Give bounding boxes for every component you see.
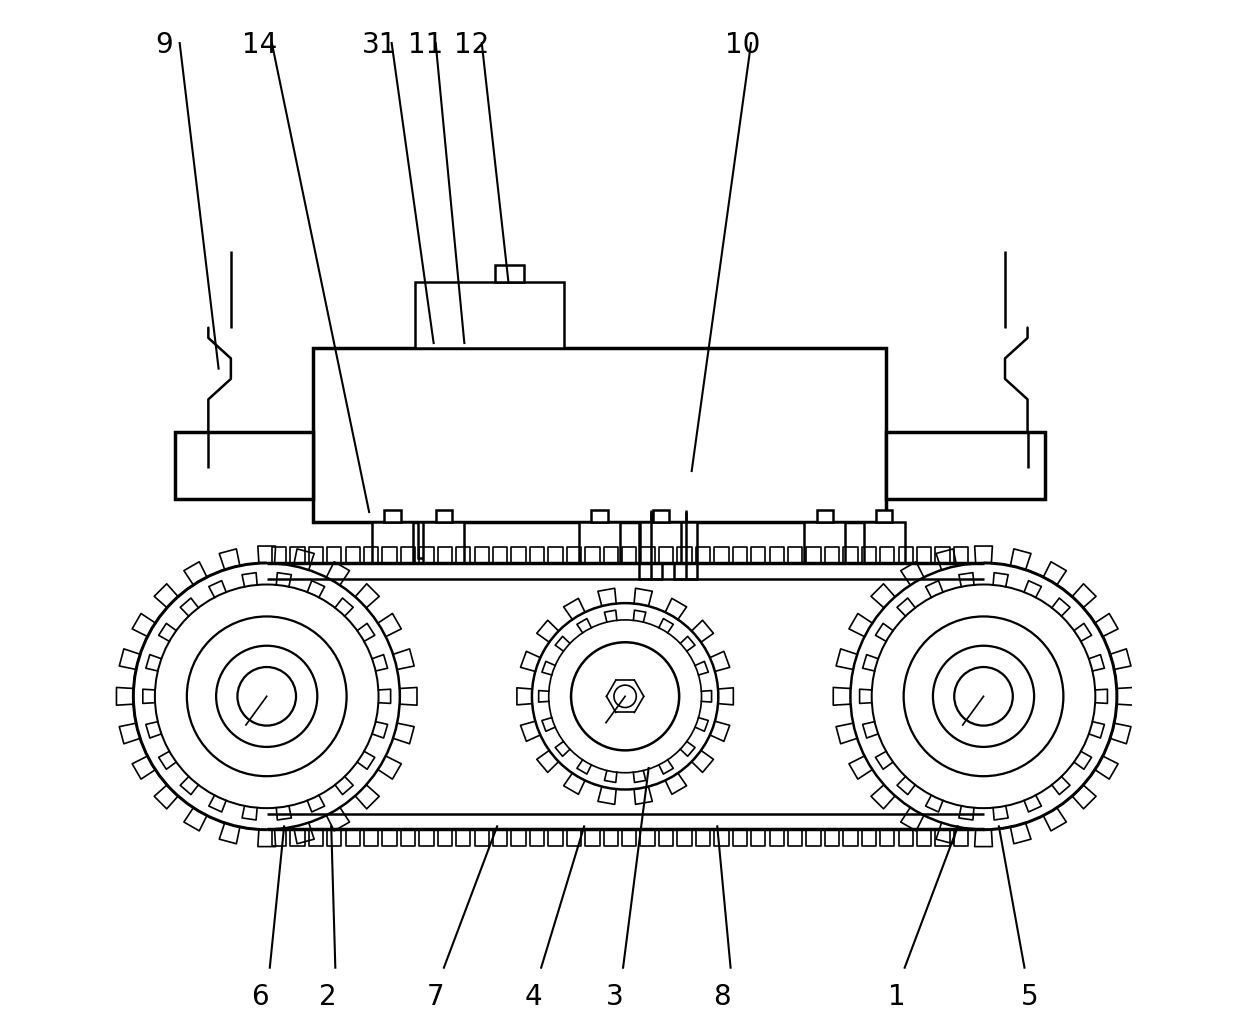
Circle shape bbox=[955, 667, 1013, 726]
Bar bbox=[591, 510, 608, 522]
Text: 1: 1 bbox=[888, 983, 905, 1011]
Text: 9: 9 bbox=[155, 31, 174, 58]
Circle shape bbox=[216, 646, 317, 746]
Bar bbox=[875, 510, 893, 522]
Text: 10: 10 bbox=[725, 31, 760, 58]
Bar bbox=[864, 522, 905, 563]
Bar bbox=[175, 432, 312, 499]
Bar bbox=[372, 522, 413, 563]
Text: 4: 4 bbox=[525, 983, 542, 1011]
Text: 11: 11 bbox=[408, 31, 443, 58]
Circle shape bbox=[851, 563, 1117, 829]
Circle shape bbox=[904, 616, 1064, 776]
Bar bbox=[805, 522, 846, 563]
Bar bbox=[418, 522, 446, 558]
Bar bbox=[641, 522, 682, 563]
Bar bbox=[652, 510, 670, 522]
Circle shape bbox=[134, 563, 399, 829]
Circle shape bbox=[572, 642, 680, 751]
Bar bbox=[376, 522, 405, 558]
Circle shape bbox=[532, 603, 718, 790]
Circle shape bbox=[237, 667, 296, 726]
Text: 7: 7 bbox=[427, 983, 444, 1011]
Bar bbox=[423, 522, 464, 563]
Circle shape bbox=[932, 646, 1034, 746]
Bar bbox=[675, 522, 697, 579]
Text: 2: 2 bbox=[320, 983, 337, 1011]
Circle shape bbox=[155, 585, 378, 808]
Bar bbox=[817, 510, 833, 522]
Text: 12: 12 bbox=[454, 31, 489, 58]
Bar bbox=[415, 282, 564, 348]
Bar bbox=[579, 522, 620, 563]
Circle shape bbox=[614, 685, 636, 708]
Bar bbox=[384, 510, 401, 522]
Bar bbox=[887, 432, 1045, 499]
Bar bbox=[640, 522, 662, 579]
Text: 14: 14 bbox=[242, 31, 278, 58]
Text: 31: 31 bbox=[362, 31, 397, 58]
Circle shape bbox=[872, 585, 1095, 808]
Bar bbox=[312, 348, 887, 522]
Bar bbox=[435, 510, 453, 522]
Text: 8: 8 bbox=[713, 983, 732, 1011]
Circle shape bbox=[187, 616, 347, 776]
Text: 5: 5 bbox=[1021, 983, 1038, 1011]
Bar bbox=[495, 265, 523, 282]
Text: 6: 6 bbox=[250, 983, 268, 1011]
Text: 3: 3 bbox=[606, 983, 624, 1011]
Circle shape bbox=[549, 620, 702, 773]
